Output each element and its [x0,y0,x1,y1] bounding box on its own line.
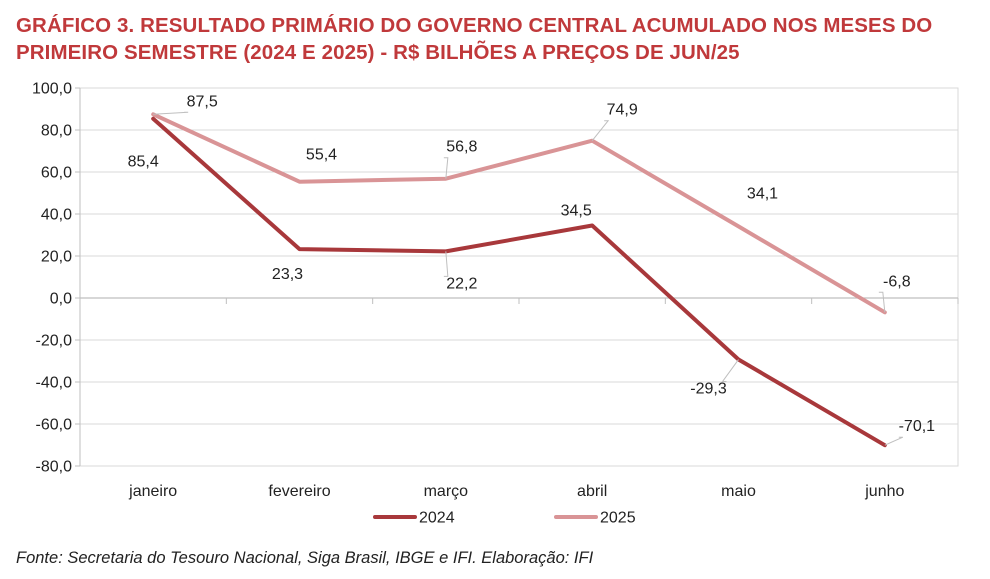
series-line-2024 [151,116,887,448]
data-label-2025: 56,8 [446,139,477,156]
x-tick-label: maio [721,483,756,500]
y-tick-label: 100,0 [32,81,72,98]
data-label-leader [443,157,449,179]
y-tick-label: -60,0 [36,417,73,434]
y-tick-label: 0,0 [50,291,72,308]
chart-title: GRÁFICO 3. RESULTADO PRIMÁRIO DO GOVERNO… [16,14,933,64]
series-line-2025 [151,112,887,315]
data-label-2025: 55,4 [306,147,337,164]
x-tick-label: abril [577,483,607,500]
data-label-2025: 34,1 [747,185,778,202]
x-tick-label: março [424,483,469,500]
data-label-2025: -6,8 [883,273,911,290]
data-label-leader [443,251,449,277]
y-tick-label: -20,0 [36,333,73,350]
y-tick-label: 40,0 [41,207,72,224]
source-note: Fonte: Secretaria do Tesouro Nacional, S… [16,549,594,567]
x-tick-label: janeiro [128,483,177,500]
data-label-2025: 74,9 [607,102,638,119]
y-tick-label: 20,0 [41,249,72,266]
data-label-2024: 85,4 [128,154,159,171]
data-label-2024: 34,5 [561,203,592,220]
data-label-2024: 23,3 [272,266,303,283]
data-label-leader [884,436,904,446]
y-tick-label: -40,0 [36,375,73,392]
y-tick-label: 60,0 [41,165,72,182]
data-label-leader [153,111,189,115]
y-tick-label: 80,0 [41,123,72,140]
data-label-leader [721,359,739,383]
data-label-leader [878,291,886,313]
data-label-2024: 22,2 [446,275,477,292]
data-label-leader [591,120,610,142]
data-label-2024: -29,3 [690,381,727,398]
x-tick-label: junho [864,483,904,500]
legend-label-2025: 2025 [600,510,636,527]
x-tick-label: fevereiro [268,483,330,500]
y-tick-label: -80,0 [36,459,73,476]
data-label-2025: 87,5 [187,93,218,110]
legend-label-2024: 2024 [419,510,455,527]
data-label-2024: -70,1 [899,418,936,435]
